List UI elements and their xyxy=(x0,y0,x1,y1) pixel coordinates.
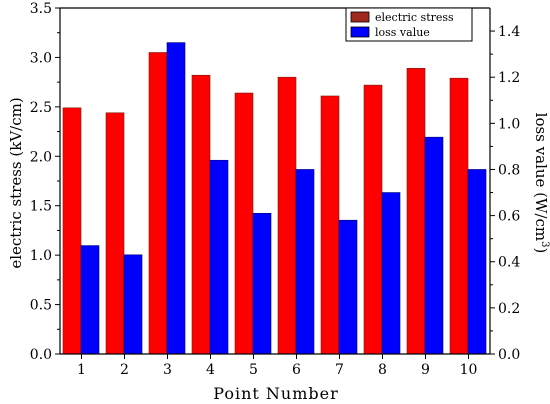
x-tick-label: 1 xyxy=(77,362,86,378)
bars-layer xyxy=(62,42,487,355)
bar-loss-value-9 xyxy=(424,136,444,355)
x-tick-label: 10 xyxy=(460,362,478,378)
bar-electric-stress-7 xyxy=(320,95,340,355)
y-right-tick-label: 1.0 xyxy=(498,116,520,132)
legend-swatch-electric-stress xyxy=(350,11,370,23)
legend: electric stress loss value xyxy=(345,7,473,42)
bar-electric-stress-10 xyxy=(449,77,469,355)
y-left-tick-label: 1.5 xyxy=(30,199,52,215)
x-tick-label: 4 xyxy=(206,362,215,378)
y-left-tick-label: 3.0 xyxy=(30,50,52,66)
bar-loss-value-1 xyxy=(80,245,100,355)
bar-loss-value-8 xyxy=(381,192,401,355)
y-right-axis-title-main: loss value (W/cm xyxy=(532,113,550,241)
y-right-tick-label: 0.0 xyxy=(498,347,520,363)
y-right-axis-title-end: ) xyxy=(532,247,550,253)
x-tick-label: 2 xyxy=(120,362,129,378)
bar-loss-value-5 xyxy=(252,212,272,355)
y-right-tick-label: 1.2 xyxy=(498,70,520,86)
y-right-tick-label: 1.4 xyxy=(498,24,520,40)
y-right-tick-label: 0.6 xyxy=(498,209,520,225)
y-left-tick-label: 0.0 xyxy=(30,347,52,363)
bar-electric-stress-1 xyxy=(62,107,82,355)
bar-electric-stress-4 xyxy=(191,74,211,355)
bar-loss-value-4 xyxy=(209,159,229,355)
bar-electric-stress-8 xyxy=(363,84,383,355)
bar-electric-stress-2 xyxy=(105,112,125,355)
x-tick-label: 7 xyxy=(335,362,344,378)
bar-electric-stress-6 xyxy=(277,76,297,355)
x-tick-label: 8 xyxy=(378,362,387,378)
bar-electric-stress-5 xyxy=(234,92,254,355)
y-left-tick-label: 0.5 xyxy=(30,298,52,314)
y-left-tick-label: 2.5 xyxy=(30,100,52,116)
x-axis-title: Point Number xyxy=(213,384,339,403)
bar-loss-value-3 xyxy=(166,42,186,355)
x-tick-label: 6 xyxy=(292,362,301,378)
y-left-tick-label: 1.0 xyxy=(30,248,52,264)
x-tick-label: 5 xyxy=(249,362,258,378)
ticks-layer: 0.0 0.5 1.0 1.5 2.0 2.5 3.0 3.5 0.0 0.2 0.4 0.6 0.8 1… xyxy=(30,1,521,378)
y-right-axis-title-sup: 3 xyxy=(539,241,550,247)
bar-loss-value-6 xyxy=(295,169,315,355)
bar-electric-stress-9 xyxy=(406,68,426,355)
y-left-tick-label: 3.5 xyxy=(30,1,52,17)
bar-electric-stress-3 xyxy=(148,52,168,355)
bar-loss-value-2 xyxy=(123,254,143,355)
bar-loss-value-10 xyxy=(467,169,487,355)
bar-loss-value-7 xyxy=(338,219,358,355)
y-right-axis-title: loss value (W/cm3) xyxy=(532,113,550,254)
y-left-tick-label: 2.0 xyxy=(30,149,52,165)
legend-swatch-loss-value xyxy=(350,26,370,38)
y-right-tick-label: 0.4 xyxy=(498,255,520,271)
legend-label-loss-value: loss value xyxy=(375,26,430,39)
legend-label-electric-stress: electric stress xyxy=(375,11,454,24)
y-right-tick-label: 0.8 xyxy=(498,162,520,178)
y-left-axis-title: electric stress (kV/cm) xyxy=(7,97,25,268)
x-tick-label: 9 xyxy=(421,362,430,378)
y-right-tick-label: 0.2 xyxy=(498,301,520,317)
x-tick-label: 3 xyxy=(163,362,172,378)
